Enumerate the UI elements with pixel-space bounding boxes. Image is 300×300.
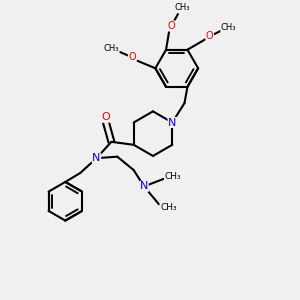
Text: O: O bbox=[206, 32, 214, 41]
Text: CH₃: CH₃ bbox=[103, 44, 119, 53]
Text: O: O bbox=[128, 52, 136, 62]
Text: O: O bbox=[168, 21, 175, 31]
Text: CH₃: CH₃ bbox=[221, 23, 236, 32]
Text: CH₃: CH₃ bbox=[160, 203, 177, 212]
Text: O: O bbox=[102, 112, 110, 122]
Text: CH₃: CH₃ bbox=[175, 3, 190, 12]
Text: N: N bbox=[92, 153, 101, 163]
Text: CH₃: CH₃ bbox=[165, 172, 181, 181]
Text: N: N bbox=[168, 118, 176, 128]
Text: N: N bbox=[140, 182, 148, 191]
